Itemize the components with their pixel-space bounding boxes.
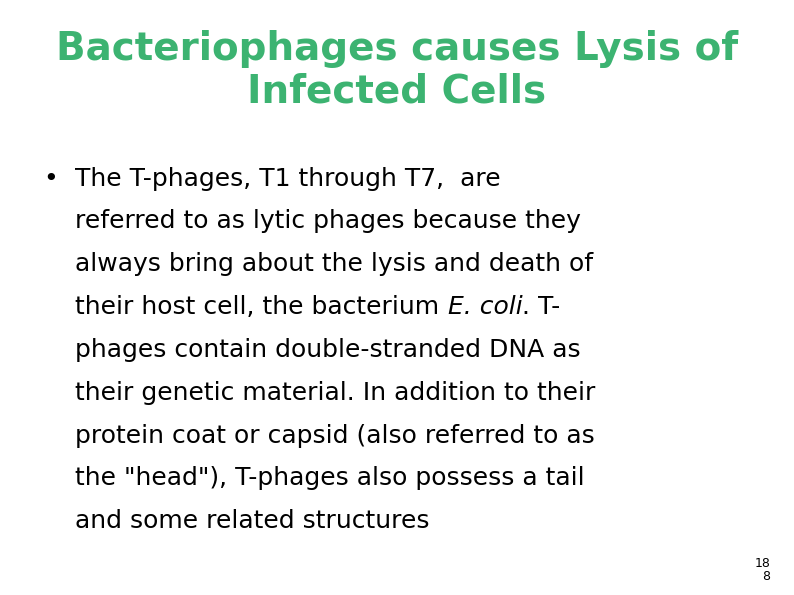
Text: Bacteriophages causes Lysis of
Infected Cells: Bacteriophages causes Lysis of Infected … — [56, 30, 738, 110]
Text: their genetic material. In addition to their: their genetic material. In addition to t… — [75, 381, 596, 405]
Text: their host cell, the bacterium: their host cell, the bacterium — [75, 295, 448, 319]
Text: protein coat or capsid (also referred to as: protein coat or capsid (also referred to… — [75, 424, 596, 447]
Text: . T-: . T- — [522, 295, 561, 319]
Text: always bring about the lysis and death of: always bring about the lysis and death o… — [75, 252, 594, 276]
Text: referred to as lytic phages because they: referred to as lytic phages because they — [75, 209, 581, 233]
Text: 18
8: 18 8 — [754, 557, 770, 583]
Text: phages contain double-stranded DNA as: phages contain double-stranded DNA as — [75, 338, 581, 362]
Text: E. coli: E. coli — [448, 295, 522, 319]
Text: •: • — [44, 167, 59, 190]
Text: the "head"), T-phages also possess a tail: the "head"), T-phages also possess a tai… — [75, 466, 585, 490]
Text: and some related structures: and some related structures — [75, 509, 430, 533]
Text: The T-phages, T1 through T7,  are: The T-phages, T1 through T7, are — [75, 167, 501, 190]
